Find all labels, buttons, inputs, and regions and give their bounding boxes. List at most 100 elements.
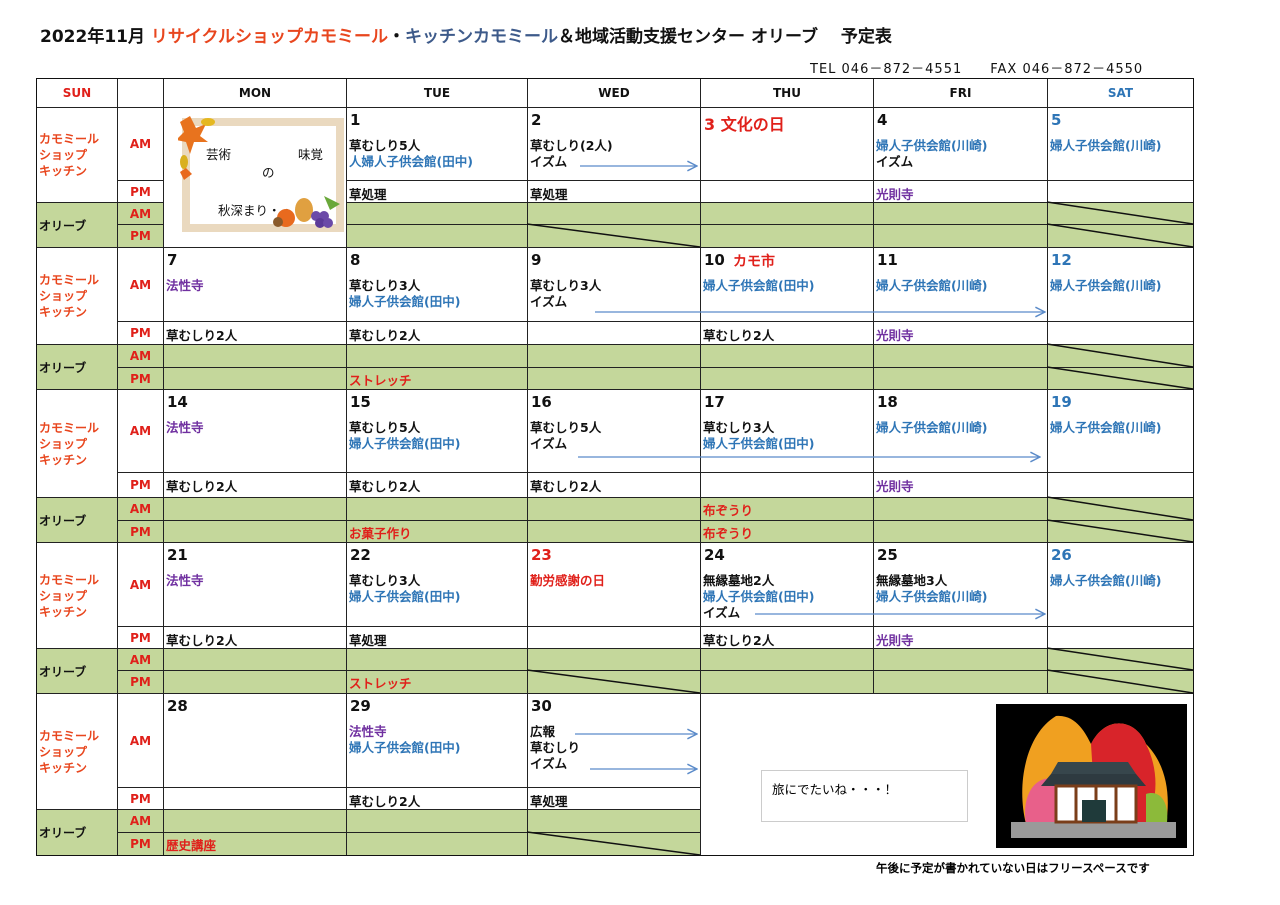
pm-cell xyxy=(1047,472,1194,498)
olive-pm-cell xyxy=(527,670,701,694)
am-events: 婦人子供会館(川崎) xyxy=(1050,138,1161,154)
pm-event: 草処理 xyxy=(530,794,568,809)
am-events: 草むしり(2人) イズム xyxy=(530,138,613,170)
olive-pm-cell xyxy=(873,224,1048,248)
day-header-label: TUE xyxy=(423,86,451,100)
period-label-am: AM xyxy=(129,814,152,828)
olive-pm-cell xyxy=(163,367,347,390)
shop-label-line: ショップ xyxy=(39,744,88,759)
pm-event: 光則寺 xyxy=(876,633,914,648)
day-header-label: SAT xyxy=(1107,86,1134,100)
olive-am-cell xyxy=(346,344,528,368)
am-event: 勤労感謝の日 xyxy=(530,573,606,588)
day-number: 23 xyxy=(531,546,552,564)
day-cell-7: 7 法性寺 xyxy=(163,247,347,322)
shop-label: カモミール ショップ キッチン xyxy=(36,107,118,203)
am-events: 勤労感謝の日 xyxy=(530,573,605,589)
pm-events: 草むしり2人 xyxy=(166,325,237,344)
period-am: AM xyxy=(117,202,164,225)
am-event: 草むしり5人 xyxy=(349,420,421,435)
olive-am-cell xyxy=(527,648,701,671)
olive-pm-cell: ストレッチ xyxy=(346,670,528,694)
olive-pm-cell xyxy=(527,367,701,390)
day-header-label: FRI xyxy=(949,86,972,100)
olive-am-cell xyxy=(873,648,1048,671)
notes-area: 旅にでたいね・・・！ xyxy=(700,693,1194,856)
am-events: 草むしり3人 婦人子供会館(田中) xyxy=(349,573,460,605)
period-label-pm: PM xyxy=(130,791,151,806)
period-pm: PM xyxy=(117,367,164,390)
day-cell-3: 3 文化の日 xyxy=(700,107,874,181)
period-label-am: AM xyxy=(129,652,152,667)
shop-label-line: ショップ xyxy=(39,289,88,303)
autumn-card-cell: 芸術 味覚の秋深まり・・ xyxy=(163,107,347,248)
pm-events: 草むしり2人 xyxy=(703,630,774,649)
olive-am-cell xyxy=(527,202,701,225)
olive-am-cell xyxy=(1047,344,1194,368)
shop-label-line: キッチン xyxy=(39,604,88,619)
olive-am-cell xyxy=(1047,497,1194,521)
period-am: AM xyxy=(117,389,164,473)
olive-pm-cell xyxy=(163,670,347,694)
olive-pm-cell xyxy=(1047,670,1194,694)
pm-event: 草むしり2人 xyxy=(349,479,421,494)
olive-pm-cell xyxy=(527,832,701,856)
contact-info: TEL 046－872－4551 FAX 046－872－4550 xyxy=(810,62,1144,77)
pm-cell xyxy=(1047,180,1194,203)
header-mon: MON xyxy=(163,78,347,108)
am-event: イズム xyxy=(530,154,568,169)
am-event: イズム xyxy=(530,294,568,309)
title-kitchen: キッチンカモミール xyxy=(405,27,559,47)
olive-pm-event: 布ぞうり xyxy=(703,526,754,541)
shop-label-line: ショップ xyxy=(39,436,88,451)
period-label-pm: PM xyxy=(130,229,151,243)
header-wed: WED xyxy=(527,78,701,108)
pm-cell xyxy=(527,626,701,649)
pm-cell: 草むしり2人 xyxy=(527,472,701,498)
am-events: 草むしり3人 イズム xyxy=(530,278,601,310)
shop-label-line: キッチン xyxy=(39,164,88,178)
period-am: AM xyxy=(117,497,164,521)
day-number: 26 xyxy=(1051,546,1072,564)
pm-event: 草処理 xyxy=(530,187,568,202)
period-pm: PM xyxy=(117,787,164,810)
pm-cell: 光則寺 xyxy=(873,180,1048,203)
olive-pm-cell xyxy=(163,520,347,543)
day-header-label: WED xyxy=(598,86,630,100)
olive-am-cell xyxy=(163,648,347,671)
olive-am-cell: 布ぞうり xyxy=(700,497,874,521)
pm-cell: 草むしり2人 xyxy=(163,626,347,649)
day-cell-14: 14 法性寺 xyxy=(163,389,347,473)
olive-am-cell xyxy=(873,202,1048,225)
am-event: 婦人子供会館(川崎) xyxy=(1050,138,1162,153)
olive-label: オリーブ xyxy=(36,344,118,390)
pm-events: 草むしり2人 xyxy=(166,476,237,495)
olive-am-cell xyxy=(1047,648,1194,671)
day-cell-12: 12 婦人子供会館(川崎) xyxy=(1047,247,1194,322)
pm-event: 草むしり2人 xyxy=(349,794,421,809)
pm-events: 草むしり2人 xyxy=(349,791,420,810)
olive-am-cell xyxy=(346,809,528,833)
pm-cell: 草むしり2人 xyxy=(346,472,528,498)
olive-am-cell xyxy=(163,497,347,521)
pm-event: 草むしり2人 xyxy=(703,328,775,343)
am-event: 法性寺 xyxy=(166,278,204,293)
shop-label-text: カモミール ショップ キッチン xyxy=(39,728,99,776)
olive-am-event: 布ぞうり xyxy=(703,503,754,518)
pm-events: 光則寺 xyxy=(876,630,914,649)
day-cell-30: 30 広報 草むしり イズム xyxy=(527,693,701,788)
am-events: 婦人子供会館(田中) xyxy=(703,278,814,294)
period-am: AM xyxy=(117,107,164,181)
pm-cell: 草処理 xyxy=(346,180,528,203)
olive-am-cell xyxy=(527,497,701,521)
am-event: 婦人子供会館(川崎) xyxy=(876,278,988,293)
day-cell-10: 10 カモ市 婦人子供会館(田中) xyxy=(700,247,874,322)
olive-am-cell xyxy=(346,648,528,671)
period-label-pm: PM xyxy=(130,524,151,539)
maple-leaves-icon xyxy=(176,114,238,188)
pm-cell: 光則寺 xyxy=(873,472,1048,498)
pm-events: 光則寺 xyxy=(876,476,914,495)
am-event: 婦人子供会館(川崎) xyxy=(1050,420,1162,435)
period-am: AM xyxy=(117,344,164,368)
olive-label: オリーブ xyxy=(36,809,118,856)
